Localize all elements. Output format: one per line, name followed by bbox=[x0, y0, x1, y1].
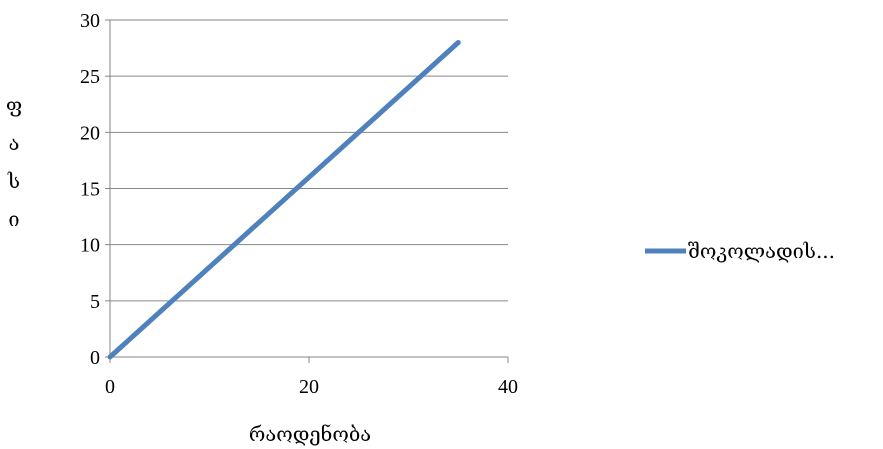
series-line bbox=[107, 39, 461, 360]
legend-label: შოკოლადის... bbox=[688, 239, 835, 263]
x-axis-title: რაოდენობა bbox=[249, 422, 371, 446]
axes bbox=[105, 19, 509, 363]
y-tick-label: 30 bbox=[80, 10, 100, 32]
y-axis-title-glyph: ს bbox=[7, 169, 20, 193]
y-tick-label: 5 bbox=[90, 291, 100, 313]
y-tick-label: 25 bbox=[80, 66, 100, 88]
y-tick-label: 0 bbox=[90, 347, 100, 369]
y-tick-label: 10 bbox=[80, 235, 100, 257]
y-axis-title-glyph: ფ bbox=[6, 93, 22, 117]
gridlines bbox=[110, 19, 508, 302]
legend: შოკოლადის... bbox=[645, 239, 835, 263]
y-tick-labels: 0 5 10 15 20 25 30 bbox=[80, 10, 100, 369]
y-axis-title-glyph: ი bbox=[8, 207, 19, 231]
x-tick-label: 0 bbox=[105, 376, 115, 398]
y-axis-title-glyph: ა bbox=[9, 131, 20, 155]
y-tick-label: 15 bbox=[80, 179, 100, 201]
y-tick-label: 20 bbox=[80, 122, 100, 144]
x-tick-label: 40 bbox=[498, 376, 518, 398]
x-tick-labels: 0 20 40 bbox=[105, 376, 518, 398]
x-tick-label: 20 bbox=[299, 376, 319, 398]
series-lines bbox=[107, 39, 461, 360]
